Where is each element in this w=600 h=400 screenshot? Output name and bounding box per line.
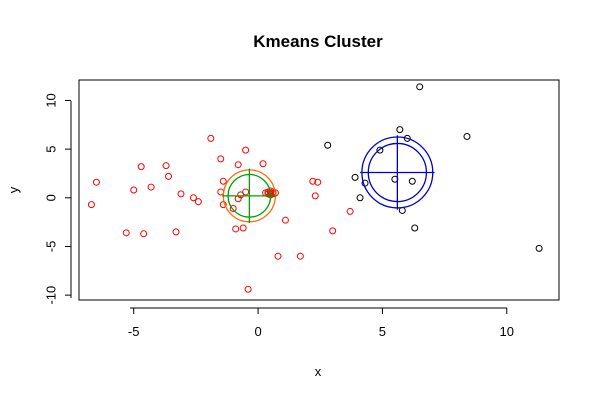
cluster-1-point [314,178,322,186]
x-axis-ticks: -5 0 5 10 [128,308,514,339]
cluster-1-point [165,172,173,180]
cluster-1-point [219,177,227,185]
cluster-2-point [411,224,419,232]
cluster-1-point [162,162,170,170]
cluster-2-point [403,134,411,142]
cluster-1-point [217,155,225,163]
cluster-1-point [189,194,197,202]
cluster-1-point [177,190,185,198]
x-tick-label: 10 [500,324,514,339]
cluster-1-point [130,186,138,194]
cluster-1-point [329,227,337,235]
cluster-2-point [376,146,384,154]
cluster-2-point [416,83,424,91]
x-tick-label: -5 [128,324,140,339]
y-tick-label: 0 [43,194,58,201]
y-tick-label: 10 [43,93,58,107]
y-tick-label: 5 [43,145,58,152]
cluster-1-point [207,134,215,142]
cluster-1-point [242,146,250,154]
cluster-1-point [232,225,240,233]
cluster-1-point [147,183,155,191]
plot-frame [78,79,560,301]
data-points [87,83,543,293]
cluster-1-point [137,163,145,171]
y-tick-label: -5 [43,241,58,253]
cluster-2-point [463,132,471,140]
cluster-2-point [351,173,359,181]
y-axis-ticks: -10 -5 0 5 10 [43,93,71,305]
x-tick-label: 5 [379,324,386,339]
cluster-1-point [229,204,237,212]
cluster-1-point [237,191,245,199]
chart-title: Kmeans Cluster [253,32,383,51]
cluster-1-point [219,201,227,209]
cluster-2-point [396,126,404,134]
x-tick-label: 0 [254,324,261,339]
cluster-1-point [281,216,289,224]
cluster-1-point [244,285,252,293]
cluster-1-point [259,160,267,168]
cluster-2-point [408,177,416,185]
x-axis-label: x [315,364,322,379]
cluster-centers [222,135,435,224]
cluster-1-point [242,188,250,196]
cluster-1-point [234,161,242,169]
cluster-1-point [172,228,180,236]
y-axis-label: y [6,186,21,193]
cluster-1-point [87,201,95,209]
cluster-1-point [346,207,354,215]
cluster-2-point [535,244,543,252]
cluster-1-point [140,230,148,238]
y-tick-label: -10 [43,286,58,305]
cluster-1-point [274,252,282,260]
cluster-1-point [92,178,100,186]
cluster-1-point [311,192,319,200]
cluster-1-point [309,177,317,185]
cluster-1-point [296,252,304,260]
cluster-1-point [122,229,130,237]
cluster-1-point [194,198,202,206]
cluster-2-point [356,194,364,202]
cluster-2-point [324,141,332,149]
cluster-1-point [239,224,247,232]
